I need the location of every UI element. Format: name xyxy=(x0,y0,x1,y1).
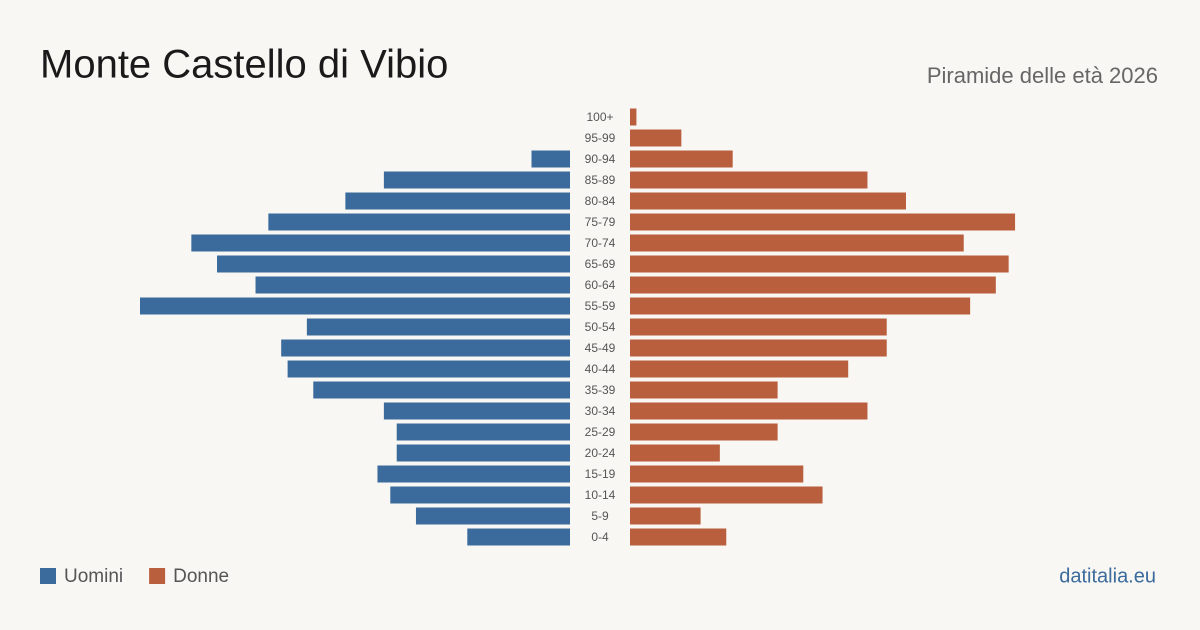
bar xyxy=(630,297,971,315)
age-label: 30-34 xyxy=(585,404,616,418)
bar xyxy=(630,129,682,147)
age-label: 55-59 xyxy=(585,299,616,313)
bar xyxy=(390,486,570,504)
bar xyxy=(255,276,570,294)
age-label: 65-69 xyxy=(585,257,616,271)
bar xyxy=(630,423,778,441)
age-label: 75-79 xyxy=(585,215,616,229)
age-label: 15-19 xyxy=(585,467,616,481)
bar xyxy=(630,402,868,420)
bar xyxy=(630,465,804,483)
age-label: 80-84 xyxy=(585,194,616,208)
age-label: 0-4 xyxy=(591,530,609,544)
bar xyxy=(396,423,570,441)
bar xyxy=(191,234,571,252)
bar xyxy=(630,192,906,210)
bar xyxy=(630,255,1009,273)
bar xyxy=(630,171,868,189)
bar xyxy=(630,444,720,462)
age-label: 60-64 xyxy=(585,278,616,292)
bar xyxy=(345,192,570,210)
age-label: 100+ xyxy=(586,110,613,124)
bar xyxy=(313,381,570,399)
chart-subtitle: Piramide delle età 2026 xyxy=(927,63,1158,88)
bar xyxy=(281,339,570,357)
bar xyxy=(630,486,823,504)
bar xyxy=(630,108,637,126)
bar xyxy=(383,171,570,189)
age-label: 70-74 xyxy=(585,236,616,250)
bar xyxy=(630,339,887,357)
legend-label: Donne xyxy=(173,566,229,587)
bar xyxy=(383,402,570,420)
legend-swatch xyxy=(149,568,166,584)
bar xyxy=(630,234,964,252)
bar xyxy=(287,360,570,378)
bar xyxy=(531,150,570,168)
bar xyxy=(268,213,570,231)
age-label: 90-94 xyxy=(585,152,616,166)
bar xyxy=(415,507,570,525)
bar xyxy=(140,297,570,315)
source: datitalia.eu xyxy=(1059,565,1156,587)
bar xyxy=(630,507,701,525)
legend-label: Uomini xyxy=(64,566,123,587)
age-label: 40-44 xyxy=(585,362,616,376)
age-label: 20-24 xyxy=(585,446,616,460)
bar xyxy=(630,381,778,399)
age-label: 5-9 xyxy=(591,509,609,523)
age-label: 10-14 xyxy=(585,488,616,502)
bar xyxy=(467,528,570,546)
bar xyxy=(630,318,887,336)
bar xyxy=(630,528,727,546)
bar xyxy=(630,276,996,294)
age-label: 45-49 xyxy=(585,341,616,355)
legend-swatch xyxy=(40,568,56,584)
bar xyxy=(630,360,849,378)
age-label: 35-39 xyxy=(585,383,616,397)
bar xyxy=(306,318,570,336)
age-label: 95-99 xyxy=(585,131,616,145)
chart-title: Monte Castello di Vibio xyxy=(40,43,448,87)
bar xyxy=(377,465,570,483)
age-label: 50-54 xyxy=(585,320,616,334)
age-label: 85-89 xyxy=(585,173,616,187)
bar xyxy=(396,444,570,462)
age-label: 25-29 xyxy=(585,425,616,439)
bar xyxy=(217,255,570,273)
bar xyxy=(630,150,733,168)
bar xyxy=(630,213,1016,231)
